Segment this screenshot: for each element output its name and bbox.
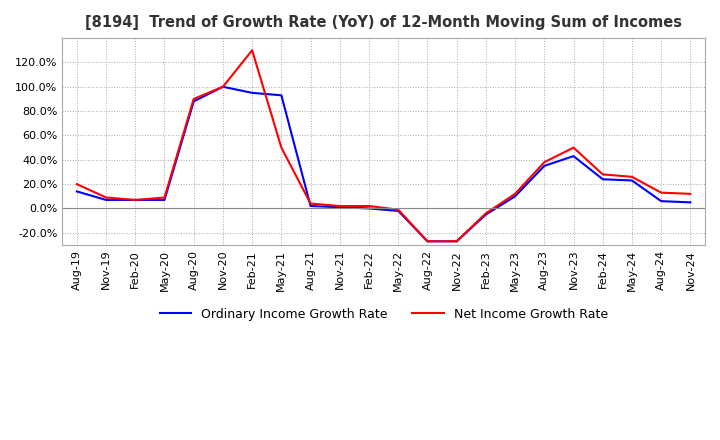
Ordinary Income Growth Rate	[452, 238, 461, 244]
Net Income Growth Rate	[160, 195, 168, 200]
Ordinary Income Growth Rate	[73, 189, 81, 194]
Ordinary Income Growth Rate	[510, 194, 519, 199]
Net Income Growth Rate	[189, 96, 198, 102]
Net Income Growth Rate	[570, 145, 578, 150]
Ordinary Income Growth Rate	[365, 206, 374, 211]
Net Income Growth Rate	[686, 191, 695, 197]
Ordinary Income Growth Rate	[160, 197, 168, 202]
Net Income Growth Rate	[248, 48, 256, 53]
Net Income Growth Rate	[628, 174, 636, 180]
Ordinary Income Growth Rate	[570, 154, 578, 159]
Net Income Growth Rate	[102, 195, 110, 200]
Ordinary Income Growth Rate	[540, 163, 549, 169]
Title: [8194]  Trend of Growth Rate (YoY) of 12-Month Moving Sum of Incomes: [8194] Trend of Growth Rate (YoY) of 12-…	[85, 15, 682, 30]
Ordinary Income Growth Rate	[423, 238, 432, 244]
Net Income Growth Rate	[510, 191, 519, 197]
Net Income Growth Rate	[365, 203, 374, 209]
Ordinary Income Growth Rate	[277, 93, 286, 98]
Line: Net Income Growth Rate: Net Income Growth Rate	[77, 50, 690, 241]
Ordinary Income Growth Rate	[336, 205, 344, 210]
Net Income Growth Rate	[394, 207, 402, 213]
Ordinary Income Growth Rate	[102, 197, 110, 202]
Ordinary Income Growth Rate	[189, 99, 198, 104]
Net Income Growth Rate	[598, 172, 607, 177]
Legend: Ordinary Income Growth Rate, Net Income Growth Rate: Ordinary Income Growth Rate, Net Income …	[155, 303, 613, 326]
Ordinary Income Growth Rate	[482, 212, 490, 217]
Net Income Growth Rate	[277, 145, 286, 150]
Net Income Growth Rate	[452, 238, 461, 244]
Ordinary Income Growth Rate	[686, 200, 695, 205]
Ordinary Income Growth Rate	[219, 84, 228, 89]
Net Income Growth Rate	[540, 160, 549, 165]
Net Income Growth Rate	[73, 181, 81, 187]
Ordinary Income Growth Rate	[657, 198, 665, 204]
Net Income Growth Rate	[336, 203, 344, 209]
Ordinary Income Growth Rate	[131, 197, 140, 202]
Line: Ordinary Income Growth Rate: Ordinary Income Growth Rate	[77, 87, 690, 241]
Net Income Growth Rate	[306, 201, 315, 206]
Ordinary Income Growth Rate	[394, 208, 402, 213]
Net Income Growth Rate	[131, 197, 140, 202]
Net Income Growth Rate	[657, 190, 665, 195]
Ordinary Income Growth Rate	[598, 176, 607, 182]
Net Income Growth Rate	[482, 211, 490, 216]
Ordinary Income Growth Rate	[306, 203, 315, 209]
Net Income Growth Rate	[219, 84, 228, 89]
Net Income Growth Rate	[423, 238, 432, 244]
Ordinary Income Growth Rate	[628, 178, 636, 183]
Ordinary Income Growth Rate	[248, 90, 256, 95]
